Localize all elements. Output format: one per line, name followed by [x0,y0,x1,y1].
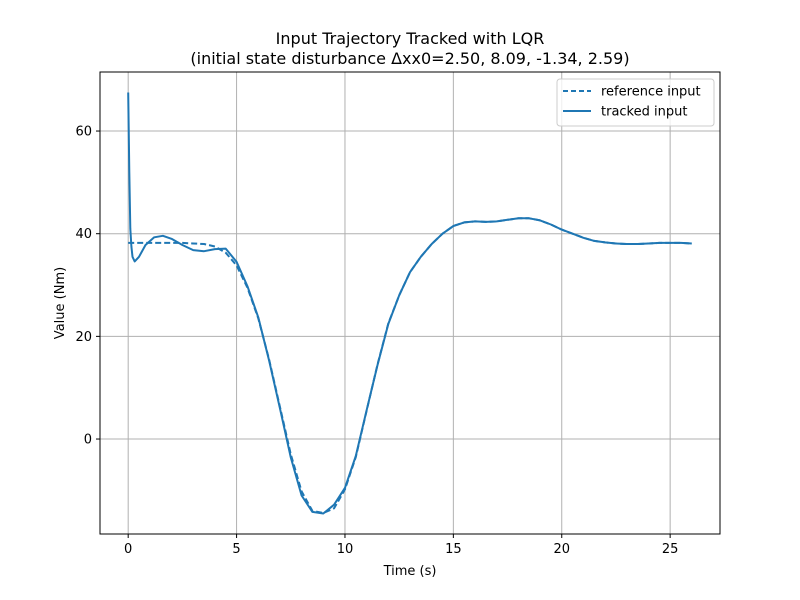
series-line-tracked [127,92,692,515]
legend-label-reference: reference input [601,85,701,100]
x-axis-label: Time (s) [383,564,437,579]
x-tick-label: 25 [662,542,679,557]
chart-title: Input Trajectory Tracked with LQR [276,29,545,48]
y-tick-label: 0 [84,433,92,448]
x-tick-label: 10 [337,542,354,557]
y-tick-label: 20 [75,330,92,345]
plot-frame [99,71,721,535]
y-tick-label: 40 [75,227,92,242]
chart-subtitle: (initial state disturbance Δxx0=2.50, 8.… [190,49,629,68]
legend: reference input tracked input [556,78,715,127]
x-tick-label: 0 [124,542,132,557]
x-tick-label: 5 [232,542,240,557]
x-tick-label: 15 [445,542,462,557]
x-tick-label: 20 [553,542,570,557]
legend-label-tracked: tracked input [601,105,687,120]
axis-ticks: 0 5 10 15 20 25 0 20 40 60 [75,125,678,557]
series-line-reference [128,217,692,514]
grid-lines [100,72,720,534]
y-tick-label: 60 [75,125,92,140]
series-lines [127,92,692,515]
y-axis-label: Value (Nm) [53,267,68,339]
legend-box [556,78,715,127]
